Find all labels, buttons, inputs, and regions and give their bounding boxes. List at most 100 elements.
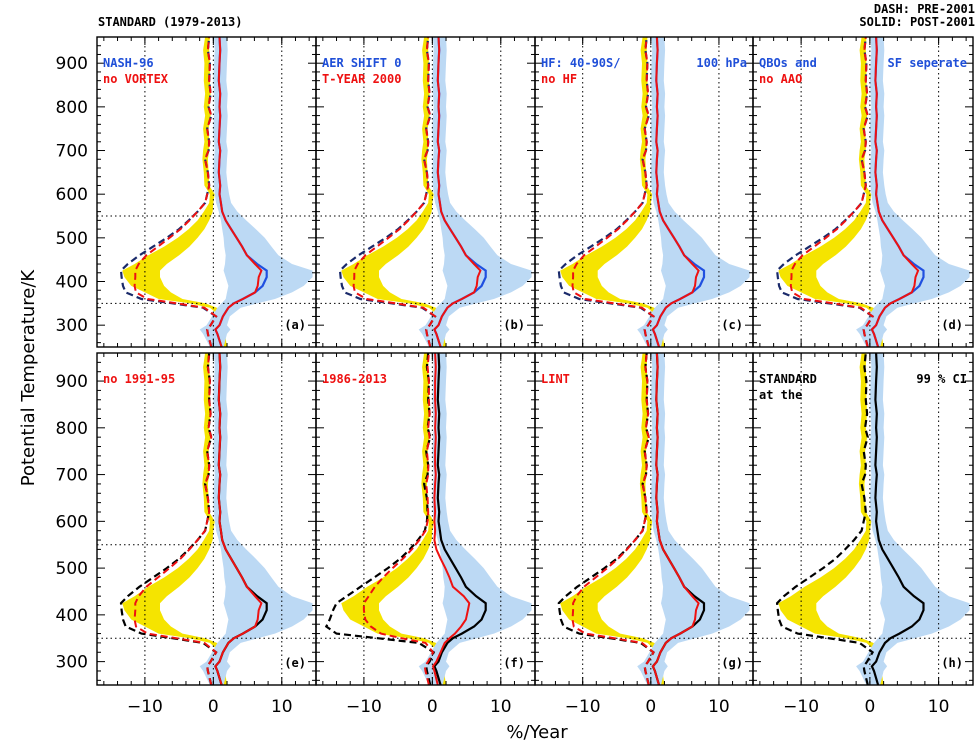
test-post-line [431, 352, 471, 686]
blue-ci-band [637, 353, 750, 685]
yellow-ci-band [341, 37, 449, 347]
standard-pre-line [324, 352, 436, 686]
y-tick-label: 400 [56, 273, 88, 293]
standard-pre-line [557, 352, 655, 686]
y-tick-label: 700 [56, 466, 88, 486]
test-pre-line [789, 36, 874, 348]
test-pre-line [133, 352, 218, 686]
test-pre-line [352, 36, 437, 348]
y-tick-label: 400 [56, 606, 88, 626]
panel-legend-line1: AER SHIFT 0 [322, 56, 401, 70]
standard-pre-line [119, 352, 218, 686]
panels-group: 300 400 500 600 700 800 900 (a) NASH-96 no VORTEX… [56, 36, 974, 717]
blue-ci-band [856, 37, 970, 347]
panel-a: 300 400 500 600 700 800 900 (a) NASH-96 no VORTEX [56, 36, 317, 348]
test-post-line [214, 36, 263, 348]
x-tick-label: 10 [271, 697, 293, 717]
x-tick-label: −10 [346, 697, 382, 717]
yellow-ci-band [341, 353, 449, 685]
panel-legend-line2: no AAO [759, 72, 802, 86]
yellow-ci-band [778, 37, 886, 347]
standard-post-line [433, 352, 487, 686]
standard-post-line [870, 352, 925, 686]
yellow-ci-band [122, 37, 230, 347]
panel-legend-line2: no VORTEX [103, 72, 169, 86]
y-tick-label: 300 [56, 653, 88, 673]
x-tick-label: 0 [208, 697, 219, 717]
header-right-line1: DASH: PRE-2001 [874, 2, 975, 16]
x-tick-label: −10 [565, 697, 601, 717]
y-tick-label: 300 [56, 316, 88, 336]
panel-label: (b) [503, 318, 525, 332]
panel-legend-right: 100 hPa [696, 56, 747, 70]
panel-legend-line1: HF: 40-90S/ [541, 56, 620, 70]
panel-legend-right: 99 % CI [916, 372, 967, 386]
test-pre-line [133, 36, 218, 348]
panel-e: −10 0 10 300 400 500 600 700 800 900 (e) no 1991-95 [56, 352, 317, 717]
panel-c: (c) HF: 40-90S/no HF 100 hPa [534, 36, 754, 348]
y-tick-label: 600 [56, 512, 88, 532]
yellow-ci-band [778, 353, 886, 685]
panel-label: (a) [284, 318, 306, 332]
test-post-line [433, 36, 482, 348]
panel-b: (b) AER SHIFT 0 T-YEAR 2000 [315, 36, 536, 348]
header-left-title: STANDARD (1979-2013) [98, 15, 243, 29]
panel-label: (g) [721, 656, 743, 670]
panel-legend-line1: QBOs and [759, 56, 817, 70]
y-tick-label: 600 [56, 185, 88, 205]
blue-ci-band [199, 353, 313, 685]
y-tick-label: 700 [56, 142, 88, 162]
panel-label: (c) [721, 318, 743, 332]
panel-legend-line1: no 1991-95 [103, 372, 175, 386]
panel-label: (h) [941, 656, 963, 670]
panel-legend-line2: at the [759, 388, 802, 402]
y-axis-label: Potential Temperature/K [18, 269, 39, 487]
test-post-line [651, 36, 700, 348]
test-pre-line [571, 352, 655, 686]
panel-h: −10 0 10 (h) STANDARD at the 99 % CI [752, 352, 974, 717]
panel-d: (d) QBOs and no AAO SF seperate [752, 36, 974, 348]
blue-ci-band [418, 353, 532, 685]
x-tick-label: 0 [645, 697, 656, 717]
blue-ci-band [418, 37, 532, 347]
standard-pre-line [775, 352, 875, 686]
panel-legend-line2: T-YEAR 2000 [322, 72, 401, 86]
x-tick-label: −10 [127, 697, 163, 717]
test-post-line [214, 352, 263, 686]
x-tick-label: 10 [490, 697, 512, 717]
x-tick-label: 0 [427, 697, 438, 717]
yellow-ci-band [122, 353, 230, 685]
x-tick-label: −10 [783, 697, 819, 717]
blue-ci-band [856, 353, 970, 685]
panel-label: (e) [284, 656, 306, 670]
x-tick-label: 10 [708, 697, 730, 717]
test-post-line [870, 36, 920, 348]
y-tick-label: 800 [56, 98, 88, 118]
panel-legend-line2: no HF [541, 72, 577, 86]
panel-legend-line1: STANDARD [759, 372, 817, 386]
panel-legend-line1: LINT [541, 372, 570, 386]
yellow-ci-band [560, 37, 667, 347]
x-axis-label: %/Year [506, 722, 568, 743]
panel-f: −10 0 10 (f) 1986-2013 [315, 352, 536, 717]
x-tick-label: 10 [928, 697, 950, 717]
y-tick-label: 900 [56, 372, 88, 392]
panel-frame [752, 352, 974, 686]
y-tick-label: 500 [56, 559, 88, 579]
panel-g: −10 0 10 (g) LINT [534, 352, 754, 717]
header-right-line2: SOLID: POST-2001 [859, 15, 975, 29]
test-pre-line [362, 352, 435, 686]
panel-legend-right: SF seperate [888, 56, 967, 70]
blue-ci-band [199, 37, 313, 347]
yellow-ci-band [560, 353, 667, 685]
y-tick-label: 900 [56, 54, 88, 74]
x-tick-label: 0 [864, 697, 875, 717]
panel-label: (d) [941, 318, 963, 332]
panel-label: (f) [503, 656, 525, 670]
y-tick-label: 500 [56, 229, 88, 249]
test-pre-line [571, 36, 655, 348]
test-post-line [651, 352, 700, 686]
y-tick-label: 800 [56, 419, 88, 439]
